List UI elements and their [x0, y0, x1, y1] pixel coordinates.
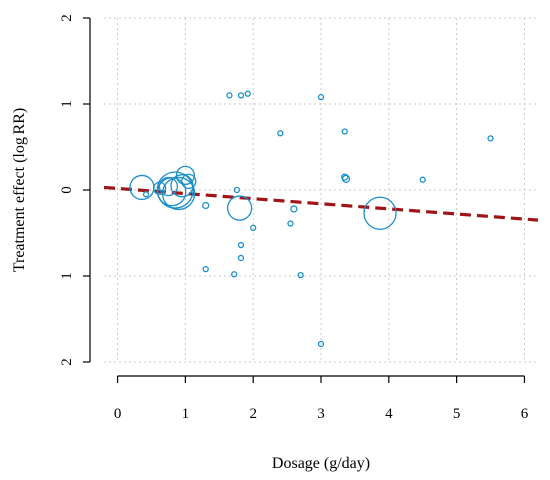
trend-layer — [103, 185, 539, 222]
data-point — [226, 195, 253, 221]
y-tick-label: 1 — [59, 100, 75, 108]
data-point — [250, 224, 257, 231]
data-point — [244, 90, 251, 97]
data-point — [181, 173, 197, 190]
data-point — [287, 220, 294, 227]
data-point — [487, 135, 494, 142]
points-layer — [129, 90, 494, 348]
data-point — [341, 174, 351, 183]
data-point — [202, 201, 210, 210]
data-point — [142, 191, 150, 198]
data-point — [317, 93, 325, 101]
data-point — [317, 340, 325, 348]
x-tick-label: 5 — [453, 406, 461, 422]
grid — [104, 17, 538, 363]
data-point — [202, 265, 209, 273]
x-tick-label: 2 — [249, 406, 257, 422]
data-point — [297, 271, 304, 279]
data-point — [237, 92, 245, 99]
x-tick-label: 4 — [385, 406, 393, 422]
data-point — [277, 130, 284, 137]
data-point — [363, 196, 397, 230]
y-tick-label: 0 — [59, 186, 75, 194]
y-tick-label: 2 — [59, 14, 75, 22]
x-tick-label: 1 — [182, 406, 190, 422]
data-point — [156, 171, 194, 209]
data-point — [341, 128, 348, 135]
data-point — [161, 176, 196, 211]
y-axis-label: Treatment effect (log RR) — [11, 108, 28, 272]
data-point — [290, 205, 298, 213]
y-tick-label: 2 — [59, 358, 75, 366]
data-point — [237, 241, 245, 249]
data-point — [231, 271, 238, 278]
x-tick-label: 3 — [317, 406, 325, 422]
data-point — [233, 186, 241, 194]
x-axis-label: Dosage (g/day) — [272, 455, 370, 472]
data-point — [226, 92, 233, 99]
data-point — [419, 176, 426, 183]
data-point — [341, 173, 349, 181]
y-tick-label: 1 — [59, 272, 75, 280]
x-tick-label: 0 — [114, 406, 122, 422]
x-tick-label: 6 — [521, 406, 529, 422]
data-point — [129, 174, 155, 201]
axes: 0 1 2 3 4 5 6 2 1 0 1 2 — [59, 14, 529, 422]
data-point — [175, 165, 196, 186]
data-point — [237, 254, 245, 262]
data-point — [170, 174, 194, 198]
trend-line — [103, 185, 539, 222]
